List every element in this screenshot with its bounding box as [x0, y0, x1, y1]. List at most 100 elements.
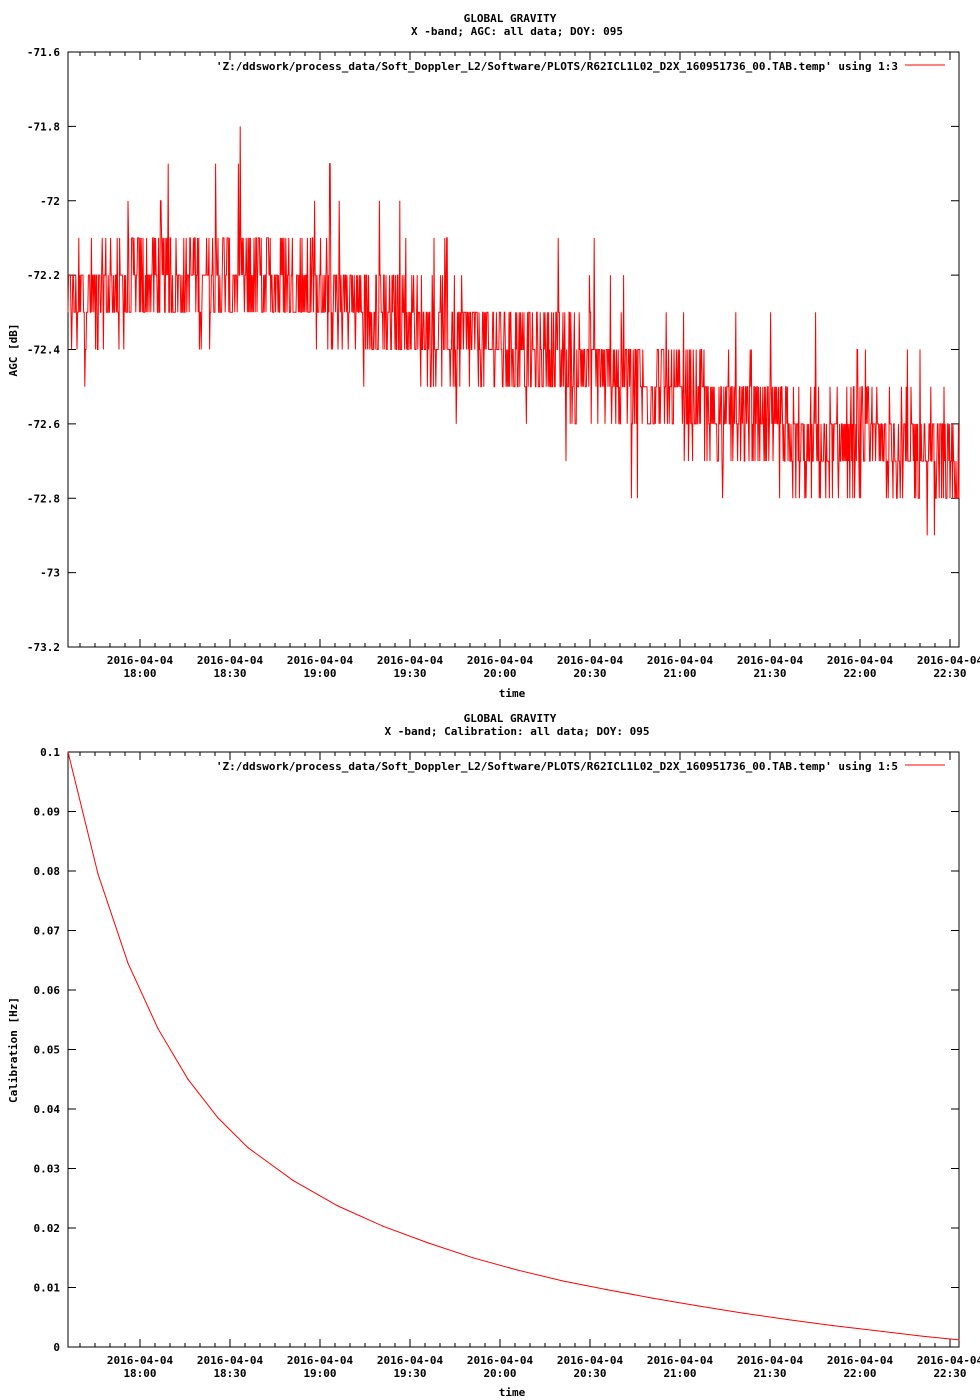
calibration-data-point	[217, 1117, 219, 1119]
calibration-data-point	[292, 1179, 294, 1181]
calibration-chart-title: GLOBAL GRAVITY	[464, 712, 557, 725]
calibration-data-point	[247, 1147, 249, 1149]
x-tick-date-label: 2016-04-04	[737, 654, 804, 667]
agc-chart: GLOBAL GRAVITY X -band; AGC: all data; D…	[7, 12, 980, 700]
x-tick-time-label: 19:00	[303, 1367, 336, 1380]
x-tick-date-label: 2016-04-04	[557, 654, 624, 667]
y-tick-label: 0.08	[34, 865, 61, 878]
calibration-data-point	[157, 1028, 159, 1030]
y-tick-label: 0.09	[34, 806, 61, 819]
x-tick-date-label: 2016-04-04	[107, 1354, 174, 1367]
calibration-data-point	[787, 1319, 789, 1321]
y-tick-label: 0.01	[34, 1282, 61, 1295]
agc-chart-subtitle: X -band; AGC: all data; DOY: 095	[411, 25, 623, 38]
x-tick-time-label: 20:30	[573, 667, 606, 680]
y-tick-label: 0.02	[34, 1222, 61, 1235]
y-tick-label: 0.04	[34, 1103, 61, 1116]
x-tick-time-label: 22:30	[933, 1367, 966, 1380]
x-tick-time-label: 21:00	[663, 667, 696, 680]
x-tick-time-label: 18:00	[123, 667, 156, 680]
x-tick-date-label: 2016-04-04	[827, 654, 894, 667]
x-tick-date-label: 2016-04-04	[377, 1354, 444, 1367]
calibration-data-point	[922, 1335, 924, 1337]
x-tick-time-label: 18:30	[213, 667, 246, 680]
y-tick-label: -72	[40, 195, 60, 208]
x-tick-time-label: 21:30	[753, 1367, 786, 1380]
calibration-data-point	[67, 751, 69, 753]
calibration-data-point	[607, 1289, 609, 1291]
x-tick-time-label: 18:00	[123, 1367, 156, 1380]
x-tick-time-label: 20:00	[483, 1367, 516, 1380]
x-tick-time-label: 19:30	[393, 667, 426, 680]
calibration-data-point	[382, 1225, 384, 1227]
calibration-data-point	[958, 1339, 960, 1341]
calibration-x-axis-label: time	[499, 1386, 526, 1399]
x-tick-date-label: 2016-04-04	[197, 654, 264, 667]
x-tick-date-label: 2016-04-04	[467, 654, 534, 667]
calibration-plot-frame	[67, 751, 960, 1348]
x-tick-time-label: 22:30	[933, 667, 966, 680]
y-tick-label: -73.2	[27, 641, 60, 654]
calibration-data-point	[562, 1280, 564, 1282]
calibration-series-line	[67, 751, 960, 1341]
y-tick-label: 0.03	[34, 1163, 61, 1176]
calibration-data-point	[472, 1257, 474, 1259]
y-tick-label: -71.8	[27, 120, 60, 133]
x-tick-date-label: 2016-04-04	[827, 1354, 894, 1367]
x-tick-time-label: 18:30	[213, 1367, 246, 1380]
agc-chart-title: GLOBAL GRAVITY	[464, 12, 557, 25]
y-tick-label: -72.8	[27, 492, 60, 505]
agc-y-axis-label: AGC [dB]	[7, 324, 20, 377]
calibration-data-point	[742, 1312, 744, 1314]
y-tick-label: 0.07	[34, 925, 61, 938]
calibration-x-axis: 2016-04-0418:002016-04-0418:302016-04-04…	[79, 752, 980, 1380]
calibration-chart: GLOBAL GRAVITY X -band; Calibration: all…	[7, 712, 980, 1399]
calibration-data-point	[652, 1297, 654, 1299]
calibration-data-point	[877, 1330, 879, 1332]
x-tick-date-label: 2016-04-04	[917, 1354, 980, 1367]
x-tick-date-label: 2016-04-04	[737, 1354, 804, 1367]
y-tick-label: 0.05	[34, 1044, 61, 1057]
calibration-data-point	[517, 1269, 519, 1271]
y-tick-label: 0.1	[40, 746, 60, 759]
x-tick-time-label: 22:00	[843, 1367, 876, 1380]
calibration-data-point	[337, 1205, 339, 1207]
calibration-data-point	[97, 873, 99, 875]
agc-y-axis: -71.6 -71.8 -72 -72.2 -72.4 -72.6 -72.8 -73 -73.…	[27, 46, 959, 654]
x-tick-date-label: 2016-04-04	[107, 654, 174, 667]
x-tick-time-label: 21:30	[753, 667, 786, 680]
y-tick-label: 0	[53, 1341, 60, 1354]
calibration-series	[67, 751, 960, 1341]
calibration-chart-subtitle: X -band; Calibration: all data; DOY: 095	[385, 725, 650, 738]
y-tick-label: -73	[40, 567, 60, 580]
x-tick-date-label: 2016-04-04	[467, 1354, 534, 1367]
calibration-legend-label: 'Z:/ddswork/process_data/Soft_Doppler_L2…	[216, 760, 898, 773]
calibration-y-axis: 0.1 0.09 0.08 0.07 0.06 0.05 0.04 0.03 0.02 0.01 0	[34, 746, 959, 1354]
y-tick-label: -72.6	[27, 418, 60, 431]
calibration-data-point	[832, 1324, 834, 1327]
x-tick-date-label: 2016-04-04	[647, 654, 714, 667]
x-tick-date-label: 2016-04-04	[287, 654, 354, 667]
y-tick-label: -72.2	[27, 269, 60, 282]
x-tick-date-label: 2016-04-04	[287, 1354, 354, 1367]
x-tick-time-label: 22:00	[843, 667, 876, 680]
calibration-y-axis-label: Calibration [Hz]	[7, 997, 20, 1103]
x-tick-date-label: 2016-04-04	[197, 1354, 264, 1367]
y-tick-label: -72.4	[27, 344, 60, 357]
x-tick-date-label: 2016-04-04	[557, 1354, 624, 1367]
x-tick-date-label: 2016-04-04	[377, 654, 444, 667]
y-tick-label: -71.6	[27, 46, 60, 59]
x-tick-date-label: 2016-04-04	[647, 1354, 714, 1367]
agc-x-axis-label: time	[499, 687, 526, 700]
agc-series-line	[67, 126, 960, 536]
x-tick-time-label: 19:30	[393, 1367, 426, 1380]
calibration-data-point	[427, 1242, 429, 1244]
x-tick-time-label: 21:00	[663, 1367, 696, 1380]
calibration-data-point	[187, 1078, 189, 1080]
y-tick-label: 0.06	[34, 984, 61, 997]
calibration-data-point	[697, 1305, 699, 1307]
agc-x-axis: 2016-04-0418:002016-04-0418:302016-04-04…	[79, 52, 980, 680]
x-tick-time-label: 20:00	[483, 667, 516, 680]
agc-legend-label: 'Z:/ddswork/process_data/Soft_Doppler_L2…	[216, 60, 898, 73]
